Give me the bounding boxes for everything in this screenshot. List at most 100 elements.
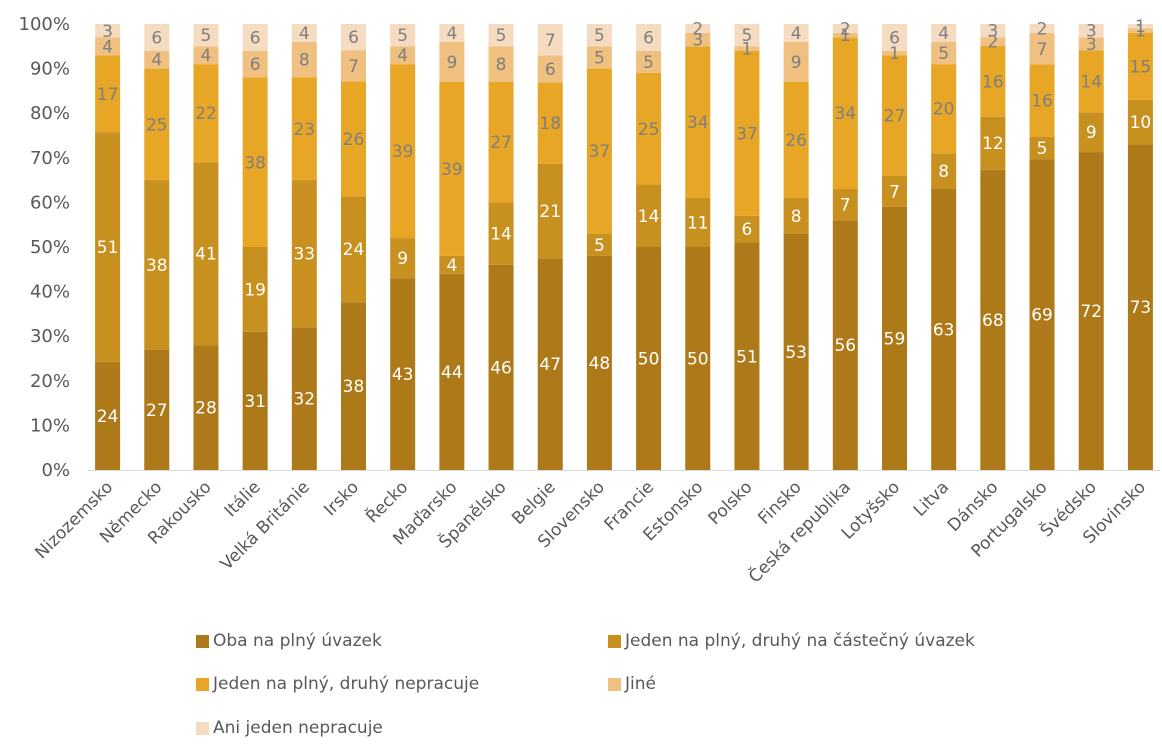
data-label: 7 [1037,40,1048,60]
data-label: 63 [933,321,955,341]
data-label: 51 [97,238,119,258]
bar-segment [1078,112,1104,153]
bar-segment [586,68,612,234]
data-label: 39 [441,160,463,180]
bar-segment [882,175,907,207]
bar-segment [882,206,907,471]
data-label: 48 [589,354,611,374]
bar-segment [980,116,1006,170]
data-label: 16 [1031,92,1053,112]
bar-segment [488,24,514,47]
data-label: 44 [441,363,463,383]
bar-segment [1029,64,1055,137]
bar-segment [144,68,170,181]
bar-segment [636,50,662,74]
data-label: 50 [687,350,709,370]
data-label: 14 [638,207,660,227]
bar-segment [783,24,809,42]
data-label: 34 [834,104,856,124]
bar-segment [734,215,760,243]
data-label: 14 [1080,72,1102,92]
data-label: 21 [539,202,561,222]
y-tick-label: 10% [30,415,70,436]
data-label: 2 [692,19,703,39]
bar-segment [1127,144,1153,471]
bar-segment [242,50,268,78]
y-tick-label: 60% [30,192,70,213]
data-label: 31 [244,392,266,412]
data-label: 39 [392,142,414,162]
data-label: 20 [933,100,955,120]
bar-segment [193,24,219,47]
data-label: 37 [736,124,758,144]
data-label: 1 [1135,22,1146,42]
bar-segment [636,24,662,51]
data-label: 9 [1086,123,1097,143]
bar-segment [1078,24,1104,38]
y-tick-label: 20% [30,371,70,392]
data-label: 14 [490,225,512,245]
bar-segment [144,50,170,69]
bar-segment [882,24,907,51]
bar-segment [685,46,711,198]
bar-segment [242,247,268,332]
y-tick-label: 40% [30,282,70,303]
bar-segment [783,233,809,470]
bar-segment [193,64,219,163]
data-label: 72 [1080,302,1102,322]
data-label: 6 [742,220,753,240]
category-label: Irsko [320,477,363,520]
data-label: 27 [146,401,168,421]
bar-segment [636,247,662,470]
category-label: Itálie [221,477,265,521]
data-label: 26 [343,130,365,150]
data-label: 3 [102,22,113,42]
bar-segment [931,189,957,470]
bar-segment [586,46,612,69]
data-label: 25 [146,115,168,135]
data-label: 7 [545,31,556,51]
category-label: Velká Británie [217,477,314,574]
bar-segment [291,327,317,470]
bar-segment [685,32,711,47]
bar-segment [1127,32,1153,100]
data-label: 8 [496,55,507,75]
data-label: 4 [102,38,113,58]
bar-segment [685,197,711,247]
data-label: 69 [1031,306,1053,326]
data-label: 3 [1086,35,1097,55]
y-tick-label: 80% [30,103,70,124]
data-label: 4 [446,24,457,44]
data-label: 5 [201,26,212,46]
bar-segment [242,24,268,51]
bar-segment [783,81,809,198]
data-label: 18 [539,114,561,134]
data-label: 4 [299,24,310,44]
bar-segment [832,37,858,190]
bar-segment [291,41,317,78]
bar-segment [390,238,416,279]
bar-segment [734,50,760,216]
data-label: 3 [692,31,703,51]
bar-segment [980,46,1006,117]
data-label: 10 [1130,113,1152,133]
y-tick-label: 0% [41,460,70,481]
bar-segment [390,278,416,470]
data-label: 47 [539,355,561,375]
data-label: 1 [1135,17,1146,37]
y-tick-label: 100% [19,14,70,35]
data-label: 24 [97,407,119,427]
data-label: 38 [244,153,266,173]
data-label: 4 [151,51,162,71]
bar-segment [832,24,858,33]
data-label: 51 [736,347,758,367]
bar-segment [144,24,170,51]
data-label: 2 [840,19,851,39]
bar-segment [1078,152,1104,471]
data-label: 25 [638,120,660,140]
bar-segment [685,247,711,470]
bar-segment [1029,159,1055,470]
bar-segment [882,50,907,56]
data-label: 6 [348,28,359,48]
data-label: 56 [834,336,856,356]
